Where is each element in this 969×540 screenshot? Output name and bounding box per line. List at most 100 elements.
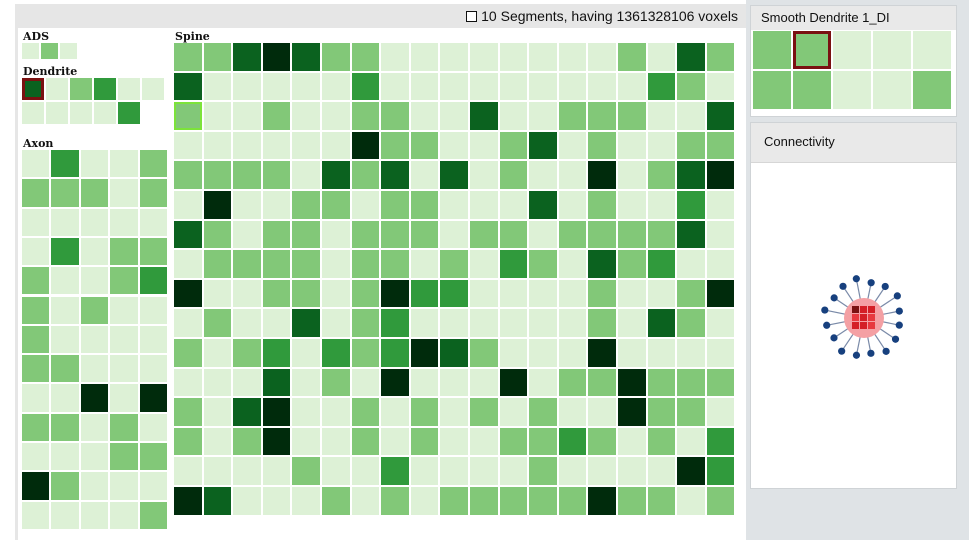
- segment-cell[interactable]: [322, 191, 350, 219]
- segment-cell[interactable]: [618, 250, 646, 278]
- segment-cell[interactable]: [51, 150, 79, 178]
- segment-cell[interactable]: [22, 443, 50, 471]
- segment-cell[interactable]: [22, 501, 50, 529]
- segment-cell[interactable]: [322, 398, 350, 426]
- segment-cell[interactable]: [529, 457, 557, 485]
- segment-cell[interactable]: [351, 43, 380, 71]
- segment-cell[interactable]: [618, 368, 646, 397]
- segment-cell[interactable]: [833, 71, 871, 109]
- segment-cell[interactable]: [440, 43, 468, 71]
- segment-cell[interactable]: [647, 131, 676, 160]
- segment-cell[interactable]: [203, 427, 232, 456]
- segment-cell[interactable]: [618, 279, 646, 308]
- segment-cell[interactable]: [470, 427, 498, 456]
- segment-cell[interactable]: [174, 339, 202, 367]
- segment-cell[interactable]: [51, 472, 79, 500]
- segment-cell[interactable]: [381, 72, 409, 101]
- segment-cell[interactable]: [174, 131, 202, 160]
- segment-cell[interactable]: [262, 309, 291, 337]
- segment-cell[interactable]: [381, 191, 409, 219]
- segment-cell[interactable]: [677, 339, 705, 367]
- segment-cell[interactable]: [233, 309, 261, 337]
- segment-cell[interactable]: [351, 339, 380, 367]
- segment-cell[interactable]: [46, 78, 68, 100]
- segment-cell[interactable]: [499, 72, 528, 101]
- segment-cell[interactable]: [706, 161, 735, 189]
- segment-cell[interactable]: [470, 368, 498, 397]
- segment-cell[interactable]: [588, 102, 616, 130]
- segment-cell[interactable]: [203, 220, 232, 249]
- segment-cell[interactable]: [203, 487, 232, 515]
- segment-cell[interactable]: [139, 472, 167, 500]
- segment-cell[interactable]: [51, 355, 79, 383]
- connectivity-node[interactable]: [895, 321, 903, 329]
- segment-cell[interactable]: [51, 267, 79, 295]
- segment-cell[interactable]: [529, 43, 557, 71]
- segment-cell[interactable]: [913, 71, 951, 109]
- segment-cell[interactable]: [139, 501, 167, 529]
- segment-cell[interactable]: [529, 191, 557, 219]
- segment-cell[interactable]: [351, 102, 380, 130]
- segment-cell[interactable]: [558, 487, 587, 515]
- segment-cell[interactable]: [470, 487, 498, 515]
- segment-cell[interactable]: [80, 296, 109, 324]
- segment-cell[interactable]: [292, 191, 320, 219]
- segment-cell[interactable]: [588, 279, 616, 308]
- segment-cell[interactable]: [499, 427, 528, 456]
- segment-cell[interactable]: [499, 487, 528, 515]
- segment-cell[interactable]: [51, 208, 79, 236]
- segment-cell[interactable]: [233, 427, 261, 456]
- segment-cell[interactable]: [558, 131, 587, 160]
- segment-cell[interactable]: [529, 161, 557, 189]
- segment-cell[interactable]: [558, 43, 587, 71]
- segment-cell[interactable]: [292, 43, 320, 71]
- segment-cell[interactable]: [262, 427, 291, 456]
- segment-cell[interactable]: [706, 339, 735, 367]
- segment-cell[interactable]: [80, 413, 109, 441]
- segment-cell[interactable]: [51, 237, 79, 266]
- segment-cell[interactable]: [440, 339, 468, 367]
- segment-cell[interactable]: [80, 384, 109, 412]
- segment-cell[interactable]: [410, 191, 439, 219]
- segment-cell[interactable]: [706, 131, 735, 160]
- connectivity-node[interactable]: [891, 335, 900, 343]
- segment-cell[interactable]: [351, 487, 380, 515]
- segment-cell[interactable]: [322, 339, 350, 367]
- segment-cell[interactable]: [381, 398, 409, 426]
- connectivity-node[interactable]: [882, 347, 890, 355]
- segment-cell[interactable]: [618, 339, 646, 367]
- segment-cell[interactable]: [647, 487, 676, 515]
- segment-cell[interactable]: [203, 72, 232, 101]
- segment-cell[interactable]: [381, 220, 409, 249]
- segment-cell[interactable]: [499, 191, 528, 219]
- segment-cell[interactable]: [440, 398, 468, 426]
- checkbox-icon[interactable]: [466, 10, 478, 22]
- segment-cell[interactable]: [410, 427, 439, 456]
- segment-cell[interactable]: [677, 161, 705, 189]
- segment-cell[interactable]: [70, 78, 92, 100]
- segment-cell[interactable]: [262, 398, 291, 426]
- segment-cell[interactable]: [677, 487, 705, 515]
- segment-cell[interactable]: [22, 78, 44, 100]
- segment-cell[interactable]: [80, 267, 109, 295]
- segment-cell[interactable]: [410, 43, 439, 71]
- segment-cell[interactable]: [22, 355, 50, 383]
- segment-cell[interactable]: [139, 208, 167, 236]
- segment-cell[interactable]: [647, 220, 676, 249]
- segment-cell[interactable]: [80, 237, 109, 266]
- segment-cell[interactable]: [410, 487, 439, 515]
- segment-cell[interactable]: [351, 309, 380, 337]
- segment-cell[interactable]: [233, 457, 261, 485]
- segment-cell[interactable]: [706, 250, 735, 278]
- segment-cell[interactable]: [22, 179, 50, 207]
- segment-cell[interactable]: [203, 131, 232, 160]
- segment-cell[interactable]: [410, 368, 439, 397]
- segment-cell[interactable]: [292, 279, 320, 308]
- segment-cell[interactable]: [647, 43, 676, 71]
- segment-cell[interactable]: [529, 398, 557, 426]
- segment-cell[interactable]: [51, 384, 79, 412]
- segment-cell[interactable]: [80, 208, 109, 236]
- segment-cell[interactable]: [529, 72, 557, 101]
- segment-cell[interactable]: [110, 472, 138, 500]
- segment-cell[interactable]: [588, 250, 616, 278]
